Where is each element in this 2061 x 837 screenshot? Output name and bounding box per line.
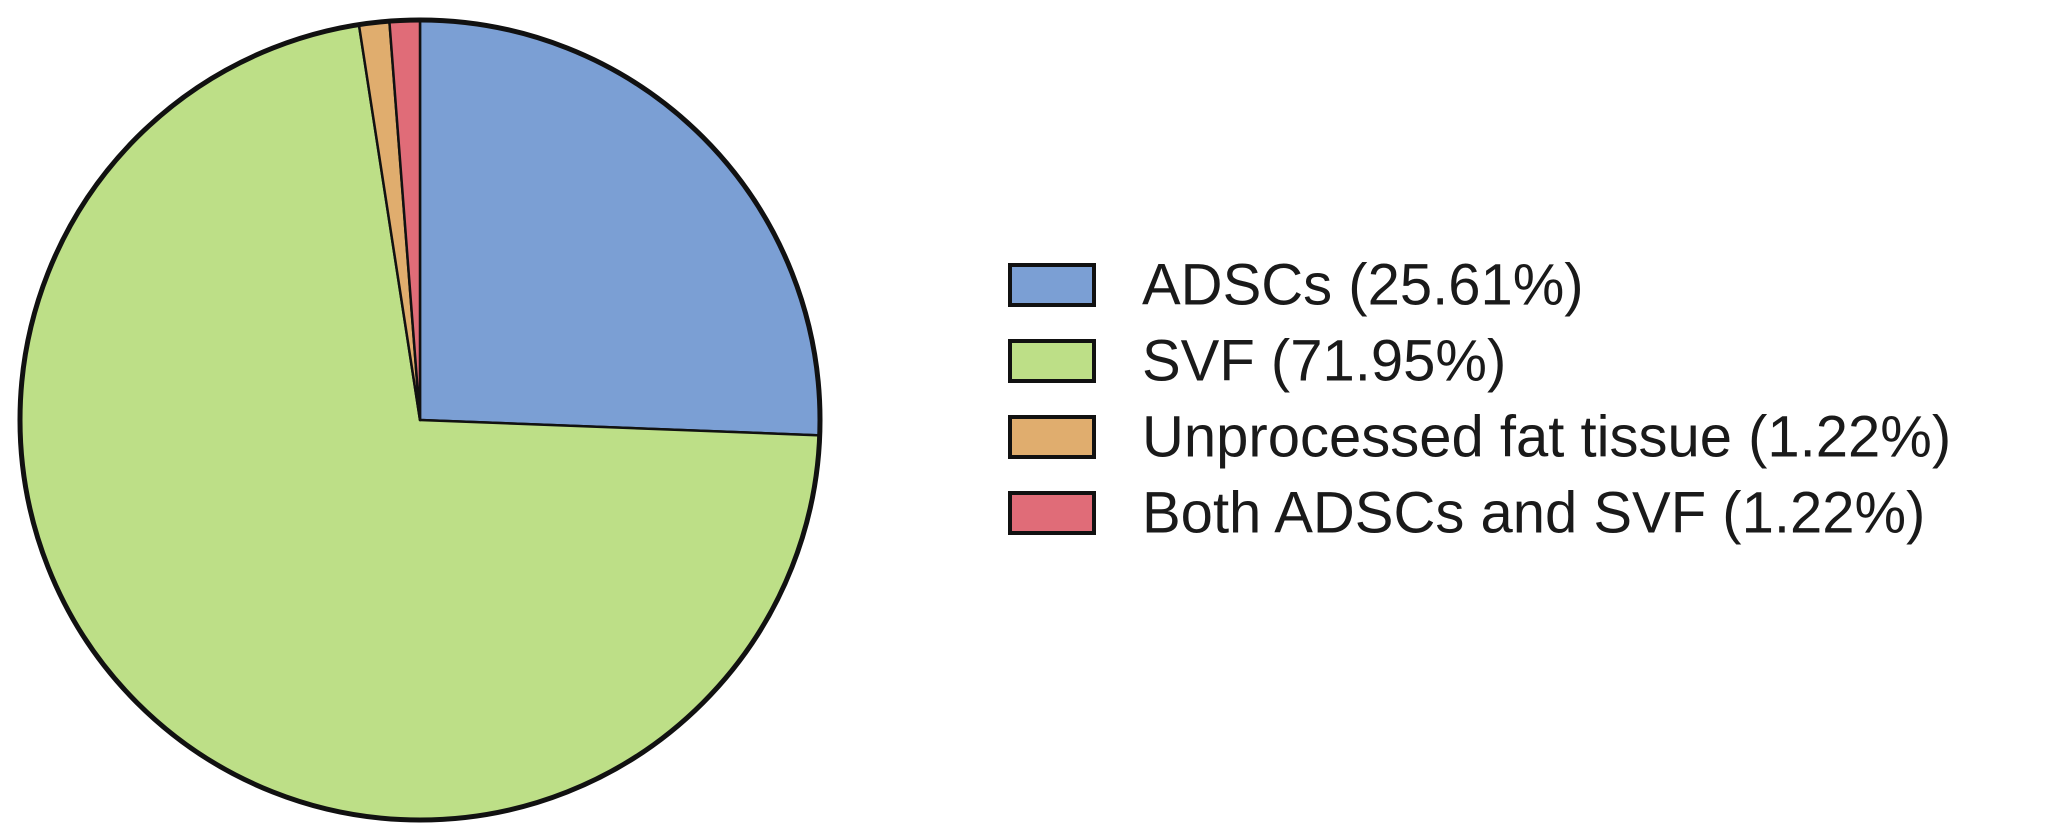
legend-swatch xyxy=(1008,491,1096,535)
pie-slice-adscs xyxy=(418,18,822,437)
legend-item-adscs: ADSCs (25.61%) xyxy=(1008,253,1584,318)
legend-label: SVF (71.95%) xyxy=(1142,329,1506,394)
legend-label: Unprocessed fat tissue (1.22%) xyxy=(1142,405,1951,470)
legend-item-both-adscs-and-svf: Both ADSCs and SVF (1.22%) xyxy=(1008,481,1925,546)
pie-slices xyxy=(17,17,823,823)
legend-swatch xyxy=(1008,339,1096,383)
legend-swatch xyxy=(1008,415,1096,459)
legend-swatch xyxy=(1008,263,1096,307)
legend-label: ADSCs (25.61%) xyxy=(1142,253,1584,318)
legend-item-unprocessed-fat-tissue: Unprocessed fat tissue (1.22%) xyxy=(1008,405,1951,470)
legend-item-svf: SVF (71.95%) xyxy=(1008,329,1506,394)
pie-outline xyxy=(17,17,823,823)
legend-label: Both ADSCs and SVF (1.22%) xyxy=(1142,481,1925,546)
legend: ADSCs (25.61%) SVF (71.95%) Unprocessed fa… xyxy=(1008,253,1951,546)
